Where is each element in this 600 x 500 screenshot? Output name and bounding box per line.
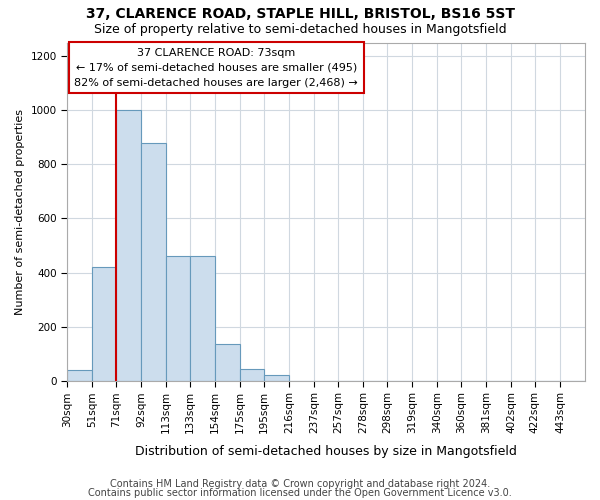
Bar — [190, 256, 215, 381]
Text: Size of property relative to semi-detached houses in Mangotsfield: Size of property relative to semi-detach… — [94, 22, 506, 36]
Bar — [240, 368, 264, 381]
Text: 37, CLARENCE ROAD, STAPLE HILL, BRISTOL, BS16 5ST: 37, CLARENCE ROAD, STAPLE HILL, BRISTOL,… — [86, 8, 515, 22]
Text: Contains HM Land Registry data © Crown copyright and database right 2024.: Contains HM Land Registry data © Crown c… — [110, 479, 490, 489]
Text: Contains public sector information licensed under the Open Government Licence v3: Contains public sector information licen… — [88, 488, 512, 498]
Bar — [67, 370, 92, 381]
Bar — [166, 256, 190, 381]
Bar — [215, 344, 240, 381]
X-axis label: Distribution of semi-detached houses by size in Mangotsfield: Distribution of semi-detached houses by … — [135, 444, 517, 458]
Bar — [264, 376, 289, 381]
Bar — [92, 267, 116, 381]
Text: 37 CLARENCE ROAD: 73sqm
← 17% of semi-detached houses are smaller (495)
82% of s: 37 CLARENCE ROAD: 73sqm ← 17% of semi-de… — [74, 48, 358, 88]
Bar — [141, 142, 166, 381]
Y-axis label: Number of semi-detached properties: Number of semi-detached properties — [15, 108, 25, 314]
Bar — [116, 110, 141, 381]
